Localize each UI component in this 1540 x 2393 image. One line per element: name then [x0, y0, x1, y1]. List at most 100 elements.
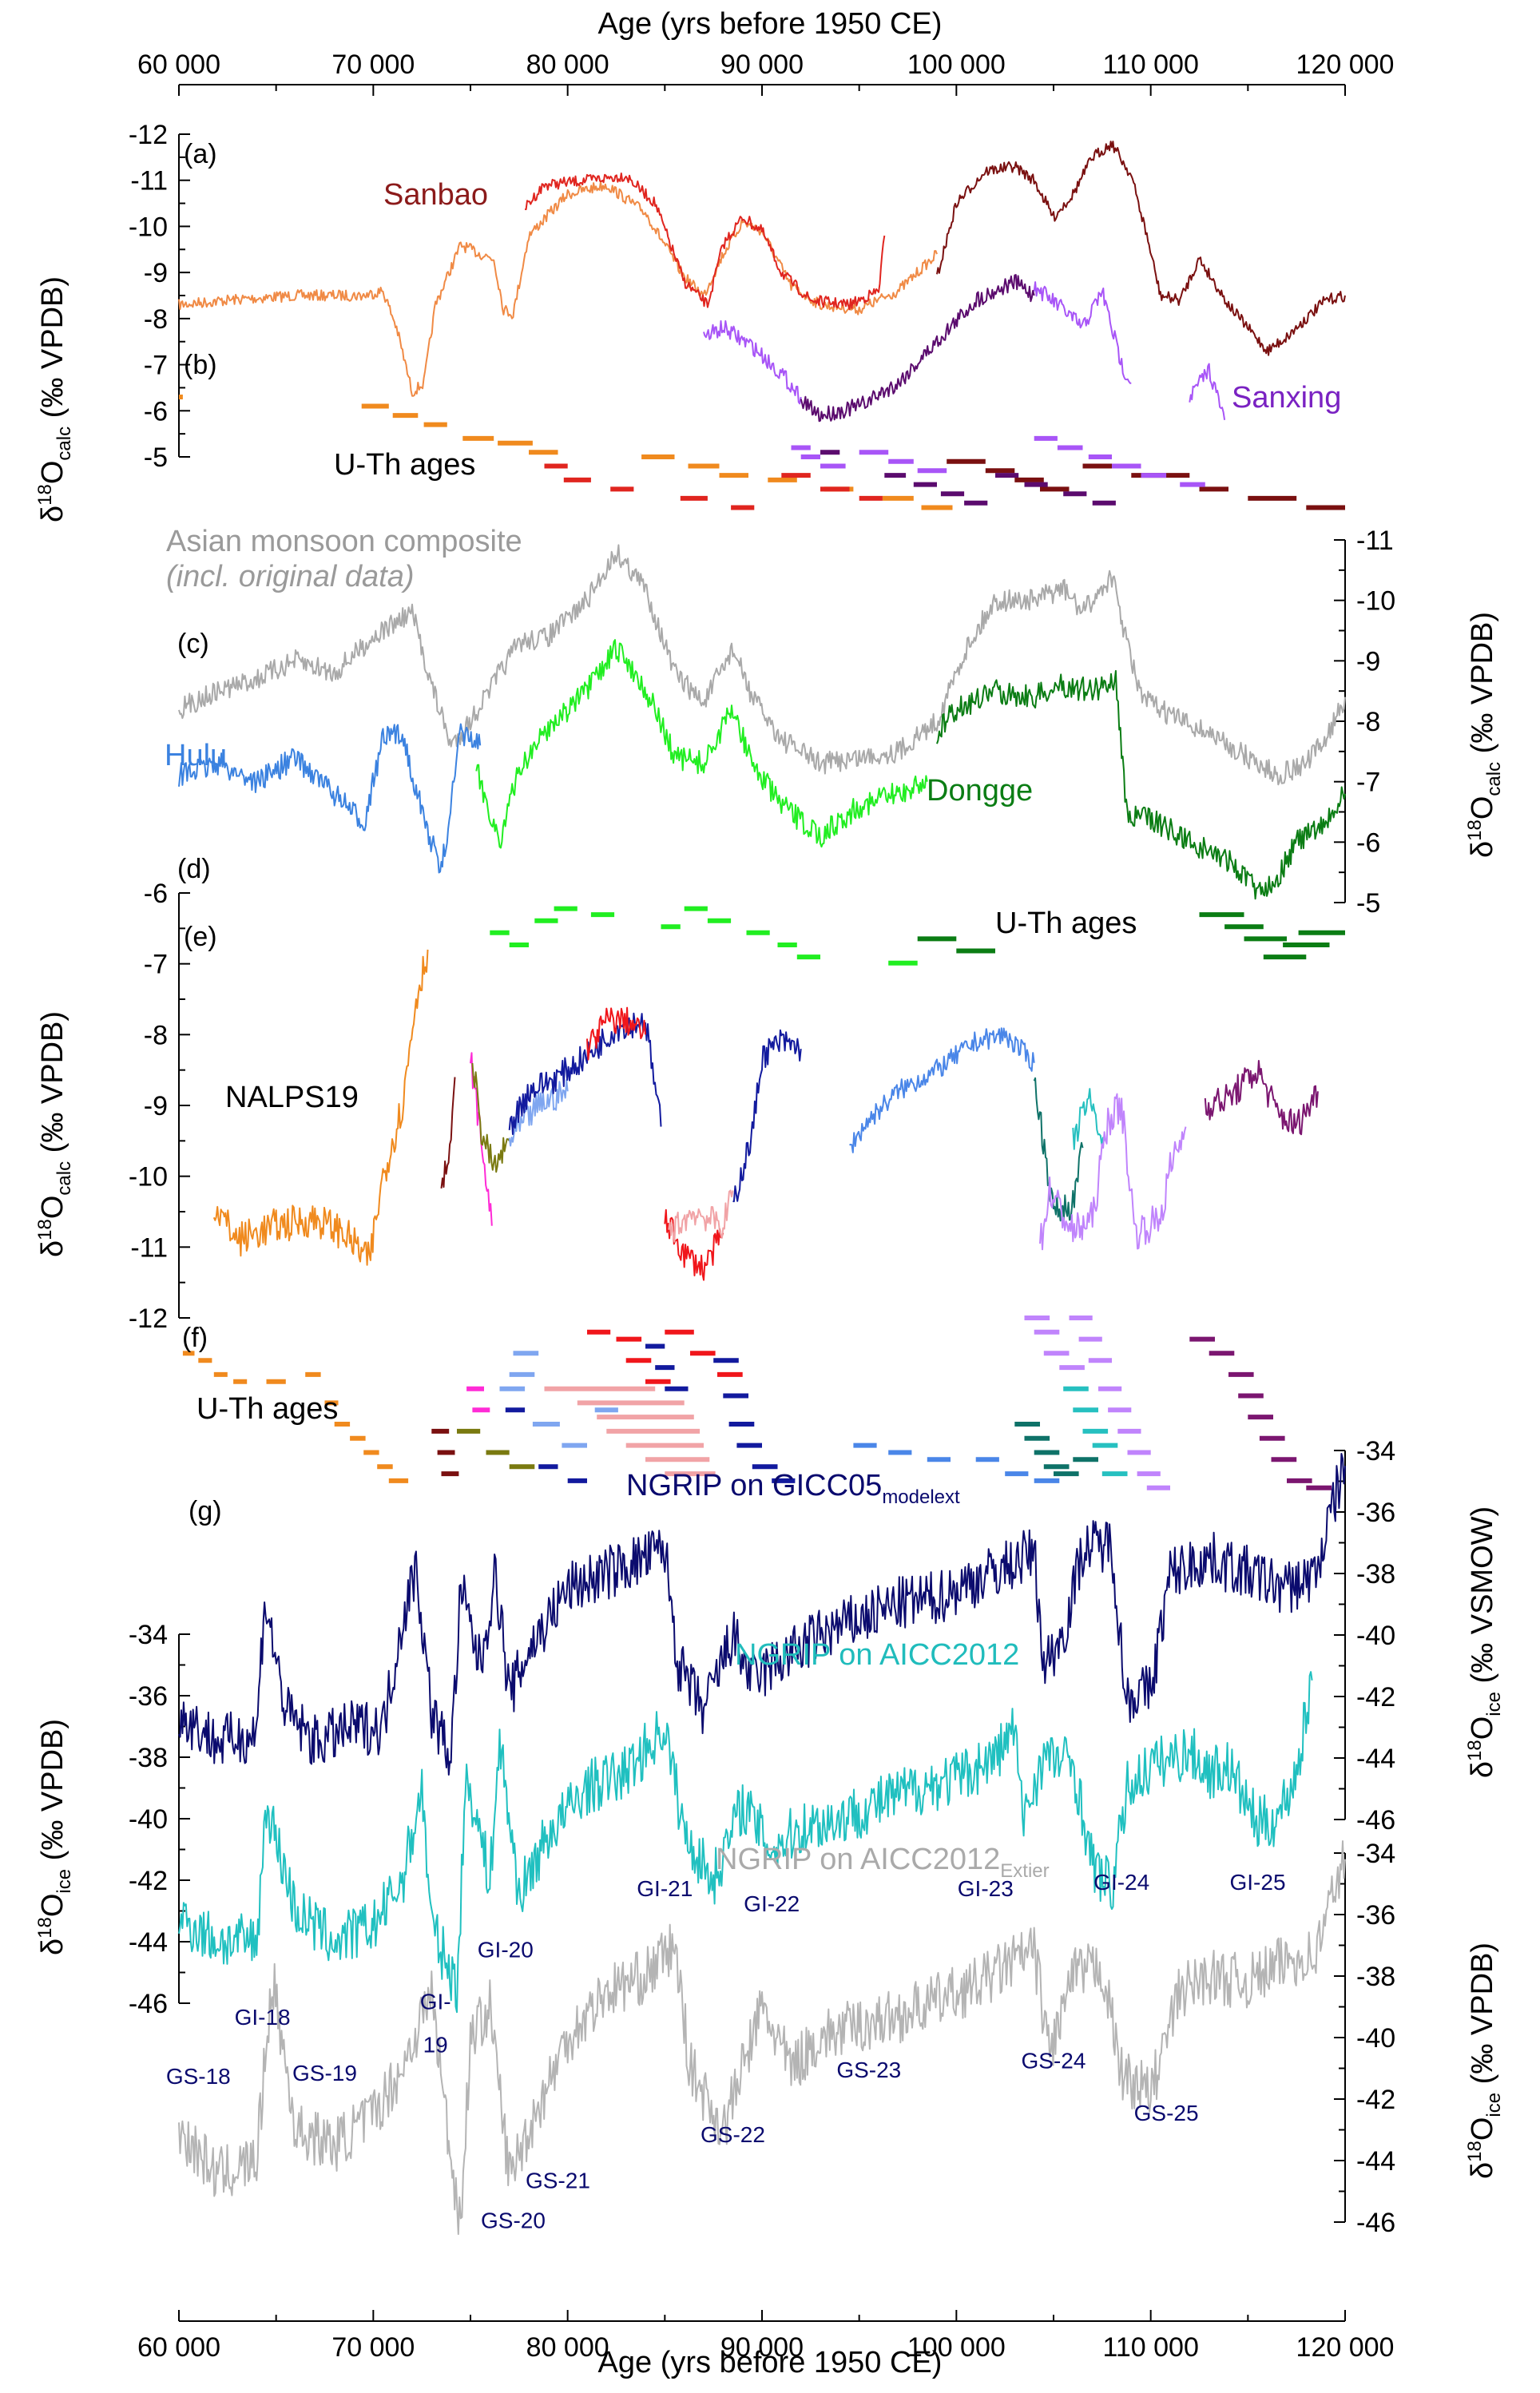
- series-line: [475, 639, 928, 849]
- panel-label-c: (c): [177, 629, 209, 659]
- label-uth-d: U-Th ages: [995, 907, 1137, 940]
- y-tick-label-g3_right: -40: [1356, 2023, 1395, 2054]
- event-label: GS-19: [292, 2061, 357, 2085]
- uth-age-bars: [1014, 1422, 1098, 1477]
- event-label: GS-21: [526, 2169, 590, 2193]
- series-line: [586, 1006, 646, 1061]
- y-tick-label-cd_right: -9: [1356, 646, 1380, 677]
- y-tick-label-g1_right: -40: [1356, 1621, 1395, 1651]
- y-tick-label-g1_right: -38: [1356, 1559, 1395, 1589]
- series-line: [664, 1208, 724, 1281]
- event-label: GI-23: [958, 1876, 1014, 1901]
- y-tick-label-g2_left: -38: [129, 1743, 168, 1773]
- event-label: GI-25: [1229, 1870, 1285, 1895]
- panel-label-a: (a): [184, 139, 217, 169]
- y-tick-label-e_left: -9: [144, 1091, 168, 1121]
- uth-age-bars: [947, 458, 1345, 510]
- panel-label-e: (e): [184, 922, 217, 952]
- series-hulu-green-: [475, 639, 928, 849]
- uth-age-bars: [1063, 1386, 1128, 1477]
- series-ngrip-on-gicc05modelext: [178, 1453, 1346, 1776]
- y-tick-label-g2_left: -36: [129, 1681, 168, 1712]
- y-tick-label-g1_right: -42: [1356, 1682, 1395, 1712]
- series-nalps19-orange: [212, 949, 429, 1266]
- event-label: GS-18: [166, 2064, 231, 2089]
- y-tick-label-e_left: -10: [129, 1162, 168, 1193]
- y-tick-label-g2_left: -34: [129, 1620, 168, 1650]
- series-nalps19-plum: [1204, 1060, 1319, 1136]
- event-label: GS-25: [1134, 2101, 1199, 2125]
- event-label: GI-20: [478, 1937, 534, 1962]
- y-tick-label-g1_right: -36: [1356, 1498, 1395, 1528]
- y-tick-label-g2_left: -40: [129, 1804, 168, 1835]
- x-tick-label-top: 90 000: [720, 50, 804, 80]
- uth-age-bars: [917, 912, 1345, 960]
- x-tick-label-bottom: 70 000: [331, 2332, 415, 2363]
- event-label: GI-18: [235, 2005, 291, 2030]
- series-nalps19-lavender: [1039, 1093, 1187, 1251]
- uth-age-bars: [499, 1351, 618, 1448]
- event-label: GI-24: [1093, 1870, 1149, 1895]
- series-line: [668, 1189, 734, 1243]
- y-tick-label-e_left: -7: [144, 950, 168, 980]
- uth-age-bars: [791, 435, 1205, 487]
- event-label: GS-22: [701, 2122, 765, 2147]
- y-tick-label-ab_left: -5: [144, 442, 168, 473]
- series-line: [800, 274, 1035, 423]
- label-ngrip-aicc2012: NGRIP on AICC2012: [735, 1638, 1019, 1672]
- series-line: [1033, 281, 1132, 384]
- y-tick-label-cd_right: -6: [1356, 827, 1380, 858]
- y-tick-label-cd_right: -11: [1356, 526, 1394, 556]
- panel-label-f: (f): [182, 1323, 208, 1353]
- series-hulu: [178, 723, 482, 874]
- series-line: [440, 1077, 456, 1189]
- series-sanbao-dark-red-: [936, 141, 1346, 356]
- event-label: 19: [423, 2033, 448, 2058]
- label-composite-note: (incl. original data): [166, 560, 414, 593]
- series-line: [1033, 1077, 1084, 1222]
- x-tick-label-top: 120 000: [1296, 50, 1395, 80]
- series-nalps19-dark-red: [440, 1077, 456, 1189]
- series-line: [471, 1062, 510, 1173]
- x-tick-label-top: 100 000: [907, 50, 1006, 80]
- uth-age-bars: [820, 450, 1116, 506]
- series-ngrip-on-aicc2012extier: [178, 1840, 1346, 2236]
- label-hulu: Hulu: [165, 739, 227, 772]
- series-line: [1204, 1060, 1319, 1136]
- y-tick-label-g1_right: -46: [1356, 1805, 1395, 1835]
- y-tick-label-e_left: -12: [129, 1304, 168, 1334]
- x-tick-label-bottom: 110 000: [1102, 2332, 1198, 2363]
- series-asian-monsoon-composite: [178, 544, 1346, 786]
- series-line: [178, 181, 938, 397]
- uth-age-bars: [466, 1386, 490, 1413]
- y-tick-label-cd_right: -10: [1356, 586, 1395, 617]
- y-tick-label-cd_right: -5: [1356, 888, 1380, 919]
- x-tick-label-bottom: 100 000: [907, 2332, 1006, 2363]
- series-sanxing-dark-purple-: [800, 274, 1035, 423]
- label-dongge: Dongge: [927, 774, 1033, 808]
- panel-label-b: (b): [184, 350, 217, 380]
- label-uth-f: U-Th ages: [196, 1392, 338, 1426]
- y-tick-label-e_left: -11: [130, 1232, 168, 1263]
- series-sanbao-red-: [525, 173, 886, 311]
- y-tick-label-g3_right: -36: [1356, 1900, 1395, 1931]
- y-tick-label-ab_left: -10: [129, 212, 168, 242]
- series-line: [178, 1840, 1346, 2236]
- series-line: [1189, 363, 1226, 420]
- y-tick-label-cd_right: -7: [1356, 768, 1380, 798]
- x-axis-title-top: Age (yrs before 1950 CE): [598, 7, 943, 41]
- label-sanbao: Sanbao: [383, 178, 488, 212]
- series-dongge: [936, 669, 1346, 900]
- y-axis-title-e: δ18Ocalc (‰ VPDB): [34, 1011, 75, 1257]
- uth-age-bars: [457, 1428, 535, 1470]
- series-line: [1072, 1088, 1105, 1150]
- axes-frame: 60 000 60 000 70 000 70 000 80 000 80 000 90 0…: [129, 50, 1395, 2363]
- panel-label-g: (g): [189, 1496, 222, 1526]
- event-label: GS-23: [836, 2058, 901, 2082]
- label-nalps19: NALPS19: [225, 1081, 359, 1114]
- series-line: [508, 1079, 569, 1147]
- series-line: [849, 1027, 1035, 1153]
- panel-label-d: (d): [177, 854, 211, 884]
- series-nalps19-olive: [471, 1062, 510, 1173]
